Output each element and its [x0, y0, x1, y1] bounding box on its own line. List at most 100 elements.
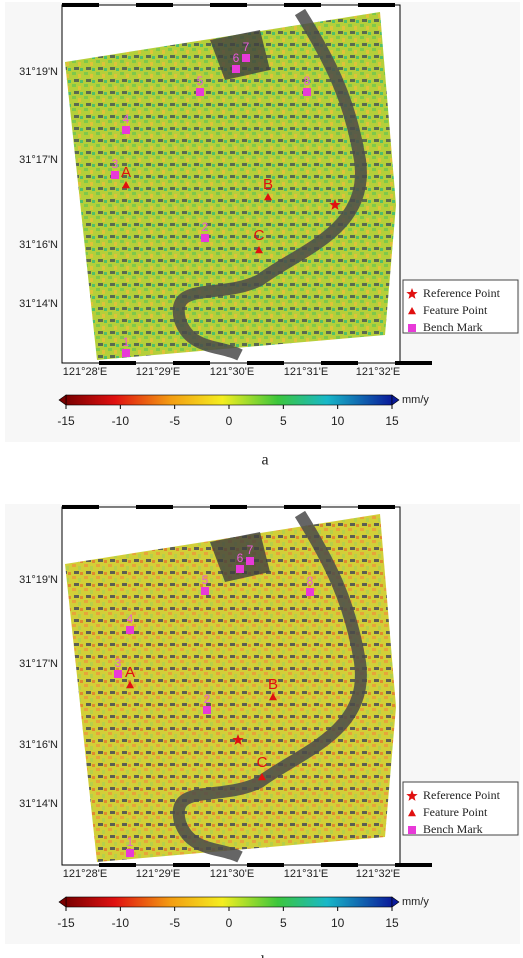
colorbar-tick-label: 15: [385, 414, 399, 428]
bench-mark: [232, 65, 240, 73]
colorbar-tick-label: 0: [226, 414, 233, 428]
colorbar-tick-label: -5: [169, 414, 180, 428]
latitude-label: 31°14'N: [19, 798, 58, 810]
longitude-label: 121°32'E: [356, 366, 400, 378]
bench-mark-label: 3: [112, 157, 119, 171]
bench-mark: [126, 849, 134, 857]
latitude-label: 31°16'N: [19, 239, 58, 251]
bench-mark-label: 8: [304, 74, 311, 88]
bench-mark-label: 1: [127, 835, 134, 849]
colorbar-tick-label: 10: [331, 414, 345, 428]
frame-segment: [99, 361, 136, 365]
feature-point-label: B: [268, 676, 278, 693]
bench-mark-label: 2: [202, 220, 209, 234]
longitude-label: 121°29'E: [136, 868, 180, 880]
bench-mark: [306, 588, 314, 596]
longitude-label: 121°28'E: [63, 366, 107, 378]
frame-segment: [173, 361, 210, 365]
frame-segment: [284, 3, 321, 7]
colorbar-tick-label: -15: [57, 916, 75, 930]
frame-segment: [210, 3, 247, 7]
frame-segment: [99, 863, 136, 867]
colorbar-tick-label: -5: [169, 916, 180, 930]
longitude-label: 121°29'E: [136, 366, 180, 378]
frame-segment: [62, 505, 99, 509]
colorbar-tick-label: 15: [385, 916, 399, 930]
frame-segment: [395, 863, 432, 867]
feature-point-label: A: [121, 164, 131, 181]
panel-caption: a: [261, 452, 268, 469]
bench-mark-label: 7: [247, 543, 254, 557]
feature-point-label: C: [257, 754, 268, 771]
bench-mark: [303, 88, 311, 96]
bench-mark: [111, 171, 119, 179]
bench-mark-label: 7: [243, 40, 250, 54]
frame-segment: [247, 863, 284, 867]
legend-label: Bench Mark: [423, 320, 483, 334]
bench-mark-label: 8: [307, 574, 314, 588]
bench-mark: [122, 349, 130, 357]
latitude-label: 31°17'N: [19, 154, 58, 166]
feature-point-label: B: [263, 176, 273, 193]
legend-label: Bench Mark: [423, 822, 483, 836]
frame-segment: [136, 505, 173, 509]
legend-label: Feature Point: [423, 805, 488, 819]
frame-segment: [395, 361, 432, 365]
bench-mark-label: 3: [115, 656, 122, 670]
frame-segment: [321, 863, 358, 867]
bench-mark: [236, 565, 244, 573]
bench-mark-label: 1: [123, 335, 130, 349]
colorbar-tick-label: -10: [112, 916, 130, 930]
feature-point-label: C: [254, 227, 265, 244]
bench-mark: [196, 88, 204, 96]
legend-label: Reference Point: [423, 286, 501, 300]
bench-mark-label: 5: [197, 74, 204, 88]
bench-mark-label: 4: [127, 612, 134, 626]
frame-segment: [247, 361, 284, 365]
frame-segment: [358, 3, 395, 7]
longitude-label: 121°31'E: [284, 366, 328, 378]
colorbar-tick-label: 5: [280, 916, 287, 930]
map-panel: 31°19'N31°17'N31°16'N31°14'N121°28'E121°…: [5, 504, 520, 958]
bench-mark-label: 6: [233, 51, 240, 65]
colorbar-unit: mm/y: [402, 394, 429, 406]
longitude-label: 121°28'E: [63, 868, 107, 880]
bench-mark: [246, 557, 254, 565]
legend-label: Reference Point: [423, 788, 501, 802]
colorbar-tick-label: -15: [57, 414, 75, 428]
frame-segment: [173, 863, 210, 867]
latitude-label: 31°16'N: [19, 739, 58, 751]
panel-caption: b: [261, 954, 269, 958]
colorbar: [66, 897, 392, 907]
bench-mark: [201, 587, 209, 595]
frame-segment: [62, 3, 99, 7]
colorbar-tick-label: 10: [331, 916, 345, 930]
colorbar-tick-label: 5: [280, 414, 287, 428]
frame-segment: [284, 505, 321, 509]
bench-mark: [242, 54, 250, 62]
colorbar-tick-label: -10: [112, 414, 130, 428]
bench-mark-label: 4: [123, 112, 130, 126]
longitude-label: 121°30'E: [210, 366, 254, 378]
longitude-label: 121°32'E: [356, 868, 400, 880]
bench-mark-label: 5: [202, 573, 209, 587]
frame-segment: [136, 3, 173, 7]
latitude-label: 31°19'N: [19, 574, 58, 586]
longitude-label: 121°31'E: [284, 868, 328, 880]
longitude-label: 121°30'E: [210, 868, 254, 880]
frame-segment: [210, 505, 247, 509]
bench-mark-label: 6: [237, 551, 244, 565]
bench-mark: [126, 626, 134, 634]
bench-mark: [203, 706, 211, 714]
latitude-label: 31°19'N: [19, 66, 58, 78]
frame-segment: [321, 361, 358, 365]
bench-mark: [114, 670, 122, 678]
bench-mark: [122, 126, 130, 134]
feature-point-label: A: [125, 664, 135, 681]
colorbar: [66, 395, 392, 405]
frame-segment: [358, 505, 395, 509]
bench-mark: [201, 234, 209, 242]
legend-label: Feature Point: [423, 303, 488, 317]
figure: 31°19'N 31°17'N 31°16'N 31°14'N 121°28'E 121°…: [0, 0, 523, 958]
